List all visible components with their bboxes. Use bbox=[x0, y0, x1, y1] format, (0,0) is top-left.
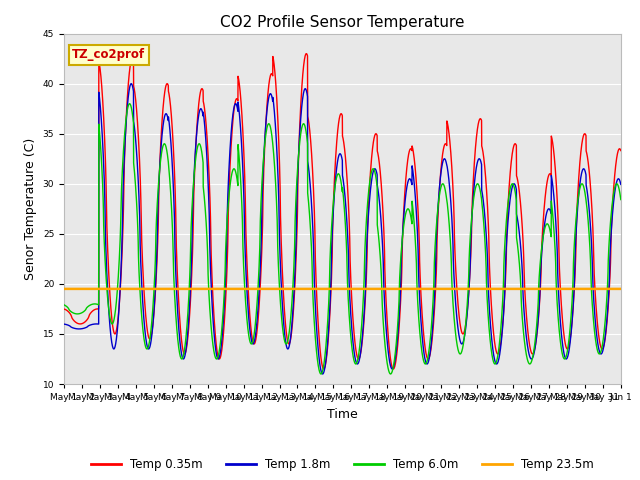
Legend: Temp 0.35m, Temp 1.8m, Temp 6.0m, Temp 23.5m: Temp 0.35m, Temp 1.8m, Temp 6.0m, Temp 2… bbox=[86, 454, 598, 476]
X-axis label: Time: Time bbox=[327, 408, 358, 420]
Title: CO2 Profile Sensor Temperature: CO2 Profile Sensor Temperature bbox=[220, 15, 465, 30]
Y-axis label: Senor Temperature (C): Senor Temperature (C) bbox=[24, 138, 37, 280]
Text: TZ_co2prof: TZ_co2prof bbox=[72, 48, 145, 61]
